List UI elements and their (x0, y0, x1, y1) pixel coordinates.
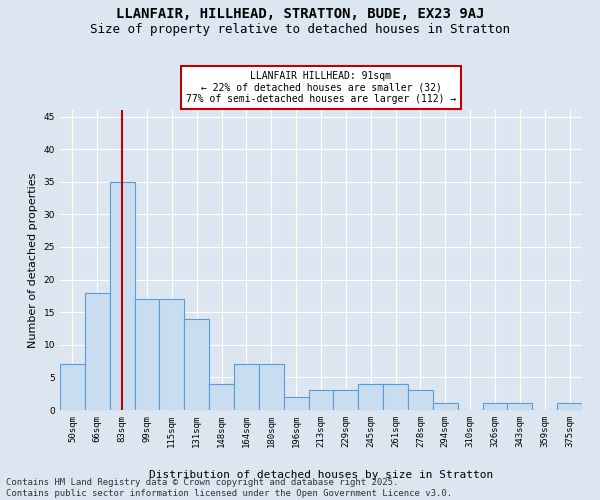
Bar (408, 390, 433, 410)
Y-axis label: Number of detached properties: Number of detached properties (28, 172, 38, 348)
Bar (110, 182, 134, 410)
Bar (433, 404, 458, 410)
Bar (209, 384, 234, 410)
Bar (508, 404, 532, 410)
Bar (482, 404, 508, 410)
Bar (134, 299, 160, 410)
Text: Contains HM Land Registry data © Crown copyright and database right 2025.
Contai: Contains HM Land Registry data © Crown c… (6, 478, 452, 498)
Bar (160, 299, 184, 410)
Bar (358, 384, 383, 410)
Bar (60, 364, 85, 410)
Bar (184, 318, 209, 410)
Bar (85, 292, 110, 410)
Bar (557, 404, 582, 410)
Bar (308, 390, 334, 410)
Bar (259, 364, 284, 410)
Text: LLANFAIR HILLHEAD: 91sqm
← 22% of detached houses are smaller (32)
77% of semi-d: LLANFAIR HILLHEAD: 91sqm ← 22% of detach… (186, 71, 456, 104)
Text: LLANFAIR, HILLHEAD, STRATTON, BUDE, EX23 9AJ: LLANFAIR, HILLHEAD, STRATTON, BUDE, EX23… (116, 8, 484, 22)
Bar (284, 397, 308, 410)
Text: Size of property relative to detached houses in Stratton: Size of property relative to detached ho… (90, 22, 510, 36)
Bar (383, 384, 408, 410)
Bar (234, 364, 259, 410)
Bar (334, 390, 358, 410)
Text: Distribution of detached houses by size in Stratton: Distribution of detached houses by size … (149, 470, 493, 480)
